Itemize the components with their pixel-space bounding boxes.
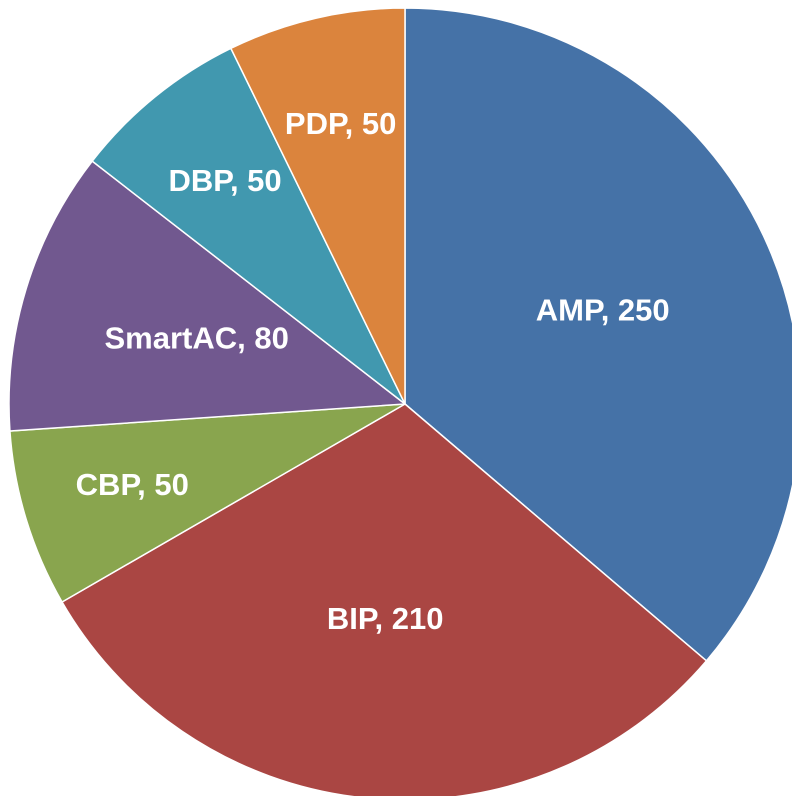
data-label: CBP, 50: [76, 467, 189, 502]
data-label: DBP, 50: [168, 163, 281, 198]
label-value: , 210: [375, 601, 444, 636]
label-category: AMP: [536, 293, 604, 328]
label-category: CBP: [76, 467, 141, 502]
label-value: , 250: [601, 293, 670, 328]
label-value: , 50: [137, 467, 189, 502]
label-category: DBP: [168, 163, 233, 198]
label-category: PDP: [285, 106, 348, 141]
data-label: BIP, 210: [327, 601, 444, 636]
label-category: SmartAC: [104, 321, 237, 356]
data-label: SmartAC, 80: [104, 321, 288, 356]
pie-slice: [8, 160, 408, 432]
pie-slice: [404, 7, 792, 662]
label-value: , 50: [230, 163, 282, 198]
label-value: , 50: [345, 106, 397, 141]
data-label: PDP, 50: [285, 106, 396, 141]
data-label: AMP, 250: [536, 293, 670, 328]
pie-slice: [91, 47, 406, 405]
pie-slice: [61, 403, 708, 796]
pie-slice: [9, 403, 406, 604]
label-category: BIP: [327, 601, 378, 636]
pie-slice: [229, 7, 406, 405]
label-value: , 80: [237, 321, 289, 356]
